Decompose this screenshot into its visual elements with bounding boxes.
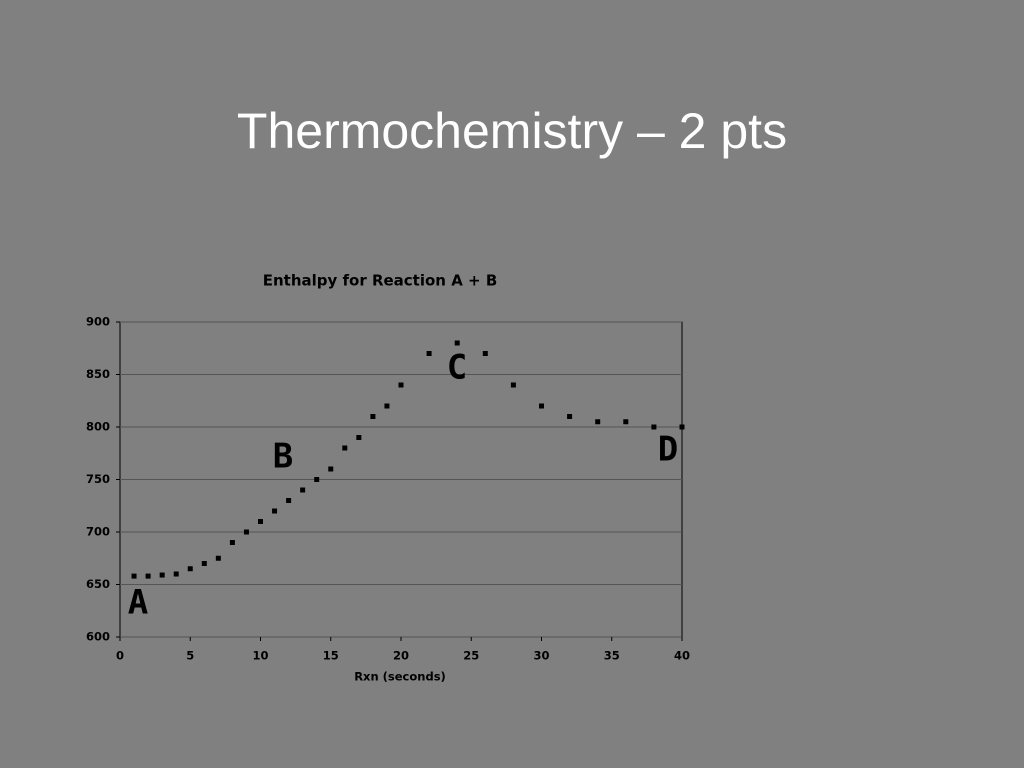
annotation: A xyxy=(128,583,148,623)
annotation: D xyxy=(658,430,678,470)
point xyxy=(243,529,249,535)
x-axis-label: Rxn (seconds) xyxy=(354,670,446,684)
y-tick-label: 750 xyxy=(86,472,110,486)
x-tick-label: 20 xyxy=(393,649,409,663)
point xyxy=(328,466,334,472)
x-tick-label: 25 xyxy=(463,649,479,663)
point xyxy=(272,508,278,514)
point xyxy=(159,572,165,578)
slide-title: Thermochemistry – 2 pts xyxy=(237,103,787,159)
point xyxy=(679,424,685,430)
x-tick-label: 30 xyxy=(533,649,549,663)
point xyxy=(258,519,263,524)
point xyxy=(314,477,320,482)
x-tick-label: 5 xyxy=(186,649,194,663)
point xyxy=(539,403,544,409)
point xyxy=(356,435,362,440)
point xyxy=(426,351,432,356)
point xyxy=(623,419,629,425)
point xyxy=(384,403,390,409)
annotation: B xyxy=(273,437,293,477)
point xyxy=(651,424,657,430)
point xyxy=(454,340,460,346)
point xyxy=(567,414,573,419)
point xyxy=(145,573,151,579)
point xyxy=(595,419,601,425)
chart-title: Enthalpy for Reaction A + B xyxy=(263,272,498,290)
point xyxy=(131,573,137,579)
x-tick-label: 35 xyxy=(604,649,620,663)
x-tick-label: 0 xyxy=(116,649,124,663)
point xyxy=(398,382,404,388)
y-tick-label: 900 xyxy=(86,315,110,329)
x-tick-label: 10 xyxy=(252,649,268,663)
point xyxy=(187,566,193,572)
point xyxy=(300,487,306,493)
point xyxy=(342,445,348,451)
point xyxy=(201,561,207,566)
point xyxy=(482,351,488,356)
x-tick-label: 15 xyxy=(323,649,339,663)
x-tick-label: 40 xyxy=(674,649,690,663)
point xyxy=(286,498,292,503)
point xyxy=(370,414,376,419)
y-tick-label: 850 xyxy=(86,367,110,381)
point xyxy=(510,382,516,388)
annotation: C xyxy=(447,348,467,388)
point xyxy=(173,571,179,577)
y-tick-label: 700 xyxy=(86,525,110,539)
y-tick-label: 800 xyxy=(86,420,110,434)
point xyxy=(215,555,221,561)
point xyxy=(229,540,235,545)
y-tick-label: 650 xyxy=(86,577,110,591)
y-tick-label: 600 xyxy=(86,630,110,644)
